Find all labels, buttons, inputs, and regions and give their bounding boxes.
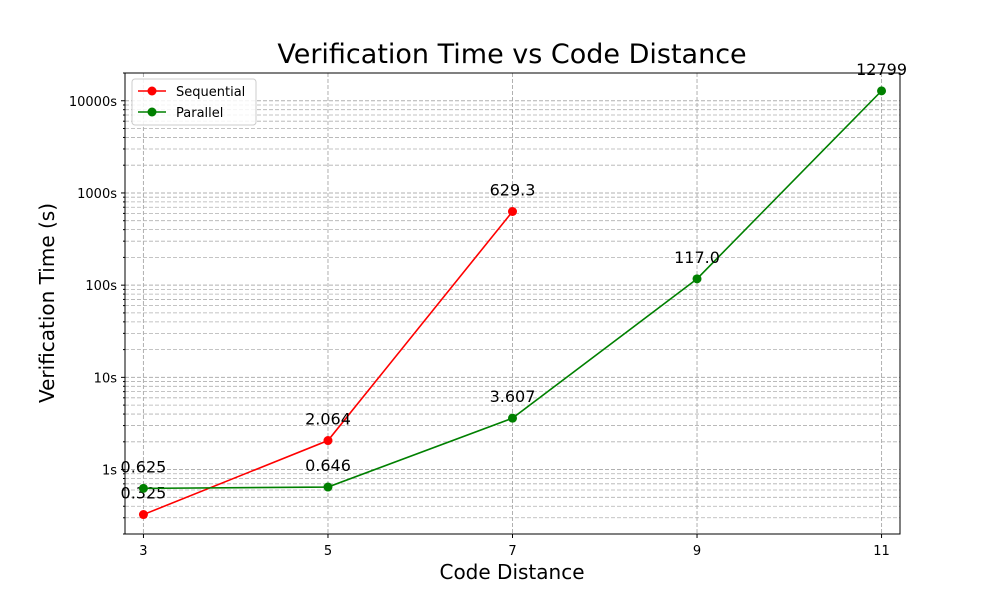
y-axis-label: Verification Time (s) xyxy=(35,203,59,403)
data-label-parallel: 0.625 xyxy=(121,457,167,476)
data-point-sequential xyxy=(138,510,148,520)
legend-label-sequential: Sequential xyxy=(176,85,245,100)
x-tick-label: 3 xyxy=(139,544,147,559)
data-point-sequential xyxy=(508,207,517,217)
data-label-parallel: 117.0 xyxy=(674,248,720,267)
y-tick-label: 10000s xyxy=(69,95,117,110)
data-label-sequential: 2.064 xyxy=(305,410,351,429)
legend-marker-sequential xyxy=(147,86,157,96)
x-tick-label: 11 xyxy=(873,544,890,559)
x-tick-label: 5 xyxy=(324,544,332,559)
data-point-parallel xyxy=(138,483,148,493)
axes: 3 5 7 9 11 1s 10s 100s 1000s 10000s xyxy=(69,72,901,559)
data-label-parallel: 12799 xyxy=(856,60,907,79)
legend-marker-parallel xyxy=(147,107,157,117)
x-tick-label: 9 xyxy=(693,544,701,559)
y-tick-label: 100s xyxy=(85,279,117,294)
data-label-parallel: 3.607 xyxy=(490,387,536,406)
data-point-parallel xyxy=(692,274,702,284)
data-label-parallel: 0.646 xyxy=(305,456,351,475)
data-label-sequential: 629.3 xyxy=(490,181,536,200)
x-axis-label: Code Distance xyxy=(439,560,584,584)
grid-lines xyxy=(125,72,900,535)
data-point-parallel xyxy=(323,482,333,492)
x-tick-label: 7 xyxy=(508,544,516,559)
y-tick-label: 10s xyxy=(94,371,118,386)
data-point-parallel xyxy=(877,86,887,96)
y-tick-label: 1000s xyxy=(77,187,117,202)
y-tick-label: 1s xyxy=(102,464,117,479)
data-point-sequential xyxy=(323,436,333,446)
legend-label-parallel: Parallel xyxy=(176,106,223,121)
data-point-parallel xyxy=(508,413,517,423)
chart-title: Verification Time vs Code Distance xyxy=(277,39,746,70)
legend: Sequential Parallel xyxy=(131,78,257,126)
